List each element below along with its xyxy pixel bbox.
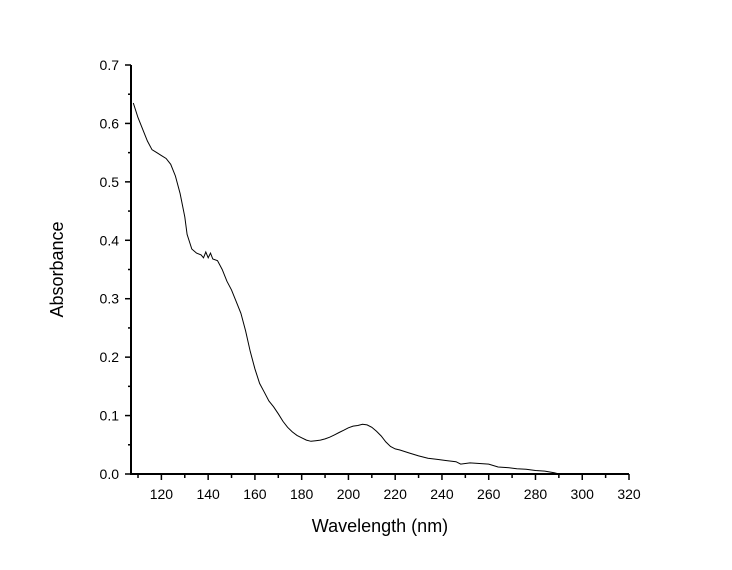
y-tick-label: 0.2 [100, 349, 120, 365]
x-tick-label: 260 [477, 486, 501, 502]
x-tick-label: 200 [337, 486, 361, 502]
x-tick-label: 280 [524, 486, 548, 502]
x-tick-label: 300 [571, 486, 595, 502]
y-axis-label: Absorbance [47, 221, 67, 317]
x-tick-label: 240 [430, 486, 454, 502]
y-tick-label: 0.0 [100, 466, 120, 482]
y-tick-label: 0.4 [100, 232, 120, 248]
x-tick-label: 140 [196, 486, 220, 502]
absorbance-line [132, 102, 560, 475]
x-tick-label: 120 [150, 486, 174, 502]
y-tick-label: 0.1 [100, 408, 120, 424]
y-tick-label: 0.5 [100, 174, 120, 190]
x-tick-label: 160 [243, 486, 267, 502]
x-axis-label: Wavelength (nm) [312, 516, 448, 536]
x-tick-label: 180 [290, 486, 314, 502]
x-tick-label: 320 [617, 486, 641, 502]
x-tick-label: 220 [384, 486, 408, 502]
y-tick-label: 0.7 [100, 57, 120, 73]
y-tick-label: 0.3 [100, 291, 120, 307]
y-tick-label: 0.6 [100, 115, 120, 131]
